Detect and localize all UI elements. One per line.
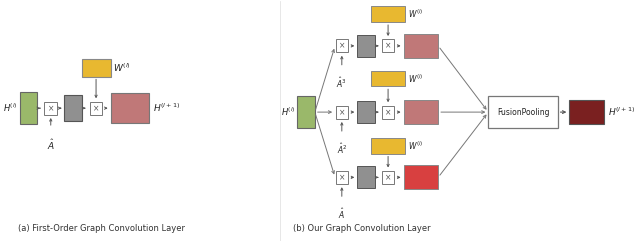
Bar — [382, 171, 394, 184]
Bar — [90, 102, 102, 114]
Bar — [357, 101, 374, 123]
Text: $\times$: $\times$ — [338, 173, 346, 182]
Bar — [569, 100, 604, 124]
Bar — [298, 96, 315, 128]
Bar — [357, 166, 374, 188]
Text: $H^{(l)}$: $H^{(l)}$ — [3, 102, 18, 114]
Text: $W^{(l)}$: $W^{(l)}$ — [113, 61, 131, 74]
Bar — [371, 6, 405, 22]
Text: (a) First-Order Graph Convolution Layer: (a) First-Order Graph Convolution Layer — [18, 224, 185, 233]
Bar — [382, 106, 394, 119]
Text: $\times$: $\times$ — [385, 173, 392, 182]
Bar — [371, 138, 405, 154]
Bar — [488, 96, 557, 128]
Text: $W^{(l)}$: $W^{(l)}$ — [408, 140, 424, 152]
Bar — [382, 39, 394, 52]
Bar — [357, 35, 374, 57]
Bar — [335, 171, 348, 184]
Text: $\times$: $\times$ — [92, 103, 100, 113]
Text: $H^{(l+1)}$: $H^{(l+1)}$ — [608, 106, 636, 118]
Text: (b) Our Graph Convolution Layer: (b) Our Graph Convolution Layer — [292, 224, 430, 233]
Bar — [403, 100, 438, 124]
Text: $\hat{A}^2$: $\hat{A}^2$ — [337, 142, 347, 156]
Bar — [403, 166, 438, 189]
Bar — [335, 39, 348, 52]
Text: $W^{(l)}$: $W^{(l)}$ — [408, 8, 424, 20]
Text: $\hat{A}$: $\hat{A}$ — [47, 138, 55, 152]
Text: $\times$: $\times$ — [338, 41, 346, 51]
Text: $\times$: $\times$ — [385, 107, 392, 117]
Bar — [371, 71, 405, 86]
Bar — [111, 93, 149, 123]
Text: $\times$: $\times$ — [338, 107, 346, 117]
Bar — [82, 59, 111, 76]
Text: $\times$: $\times$ — [385, 41, 392, 51]
Text: $\hat{A}^3$: $\hat{A}^3$ — [337, 76, 347, 90]
Text: $\hat{A}$: $\hat{A}$ — [339, 207, 346, 221]
Text: FusionPooling: FusionPooling — [497, 108, 549, 117]
Text: $\times$: $\times$ — [47, 103, 54, 113]
Bar — [403, 34, 438, 58]
Text: $H^{(l+1)}$: $H^{(l+1)}$ — [153, 102, 180, 114]
Text: $H^{(l)}$: $H^{(l)}$ — [281, 106, 296, 118]
Text: $W^{(l)}$: $W^{(l)}$ — [408, 72, 424, 85]
Bar — [335, 106, 348, 119]
Bar — [20, 92, 37, 124]
Bar — [45, 102, 57, 114]
Bar — [64, 95, 82, 121]
